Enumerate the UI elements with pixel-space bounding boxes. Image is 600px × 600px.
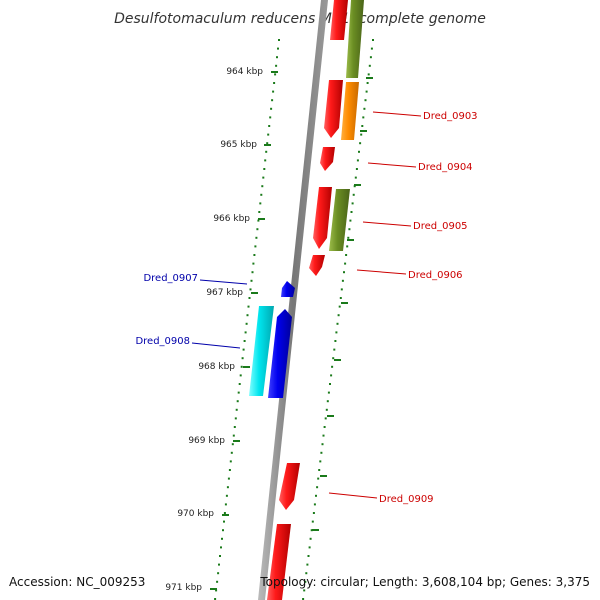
- tick-label-971: 971 kbp: [165, 583, 202, 593]
- leader-line-dred-0908: [191, 342, 241, 349]
- tick-label-966: 966 kbp: [213, 214, 250, 224]
- leader-line-dred-0905: [362, 221, 412, 227]
- gene-dred-0903-red[interactable]: [324, 80, 343, 138]
- gene-red-top[interactable]: [330, 0, 348, 40]
- gene-label-dred-0906[interactable]: Dred_0906: [408, 270, 463, 281]
- gene-label-dred-0904[interactable]: Dred_0904: [418, 162, 473, 173]
- gene-label-dred-0903[interactable]: Dred_0903: [423, 111, 478, 122]
- leader-line-dred-0909: [328, 492, 378, 499]
- leader-line-dred-0903: [372, 111, 422, 117]
- reverse-gene-labels: Dred_0907 Dred_0908: [135, 273, 248, 349]
- tick-label-964: 964 kbp: [226, 67, 263, 77]
- gene-dred-0909[interactable]: [279, 463, 300, 510]
- genome-summary-text: Topology: circular; Length: 3,608,104 bp…: [259, 575, 590, 589]
- tick-label-969: 969 kbp: [188, 436, 225, 446]
- accession-text: Accession: NC_009253: [9, 575, 145, 589]
- tick-label-965: 965 kbp: [220, 140, 257, 150]
- gene-label-dred-0907[interactable]: Dred_0907: [143, 273, 198, 284]
- leader-line-dred-0907: [199, 279, 248, 285]
- gene-label-dred-0909[interactable]: Dred_0909: [379, 494, 434, 505]
- tick-label-970: 970 kbp: [177, 509, 214, 519]
- forward-gene-labels: Dred_0903 Dred_0904 Dred_0905 Dred_0906 …: [328, 111, 478, 505]
- leader-line-dred-0904: [367, 162, 417, 168]
- gene-label-dred-0905[interactable]: Dred_0905: [413, 221, 468, 232]
- genome-backbone: [258, 0, 328, 600]
- leader-line-dred-0906: [356, 269, 407, 275]
- gene-dred-0906[interactable]: [309, 255, 325, 276]
- tick-label-968: 968 kbp: [198, 362, 235, 372]
- gene-dred-0908-cyan[interactable]: [249, 306, 274, 396]
- gene-dred-0903-orange[interactable]: [341, 82, 359, 140]
- gene-dred-0905-olive[interactable]: [329, 189, 350, 251]
- reverse-genes: [249, 281, 295, 398]
- gene-olive-top[interactable]: [346, 0, 364, 78]
- gene-label-dred-0908[interactable]: Dred_0908: [135, 336, 190, 347]
- forward-genes: [267, 0, 364, 600]
- gene-dred-0905-red[interactable]: [313, 187, 332, 249]
- gene-dred-0908-blue[interactable]: [268, 309, 292, 398]
- tick-label-967: 967 kbp: [206, 288, 243, 298]
- gene-dred-0907[interactable]: [281, 281, 295, 297]
- scale-ticks: [210, 71, 373, 590]
- reverse-strand-ticks: [214, 39, 280, 600]
- map-title: Desulfotomaculum reducens MI-1, complete…: [114, 11, 486, 27]
- gene-red-bottom[interactable]: [267, 524, 291, 600]
- tick-labels: 964 kbp 965 kbp 966 kbp 967 kbp 968 kbp …: [165, 67, 263, 593]
- forward-strand-ticks: [302, 39, 374, 600]
- gene-dred-0904[interactable]: [320, 147, 335, 171]
